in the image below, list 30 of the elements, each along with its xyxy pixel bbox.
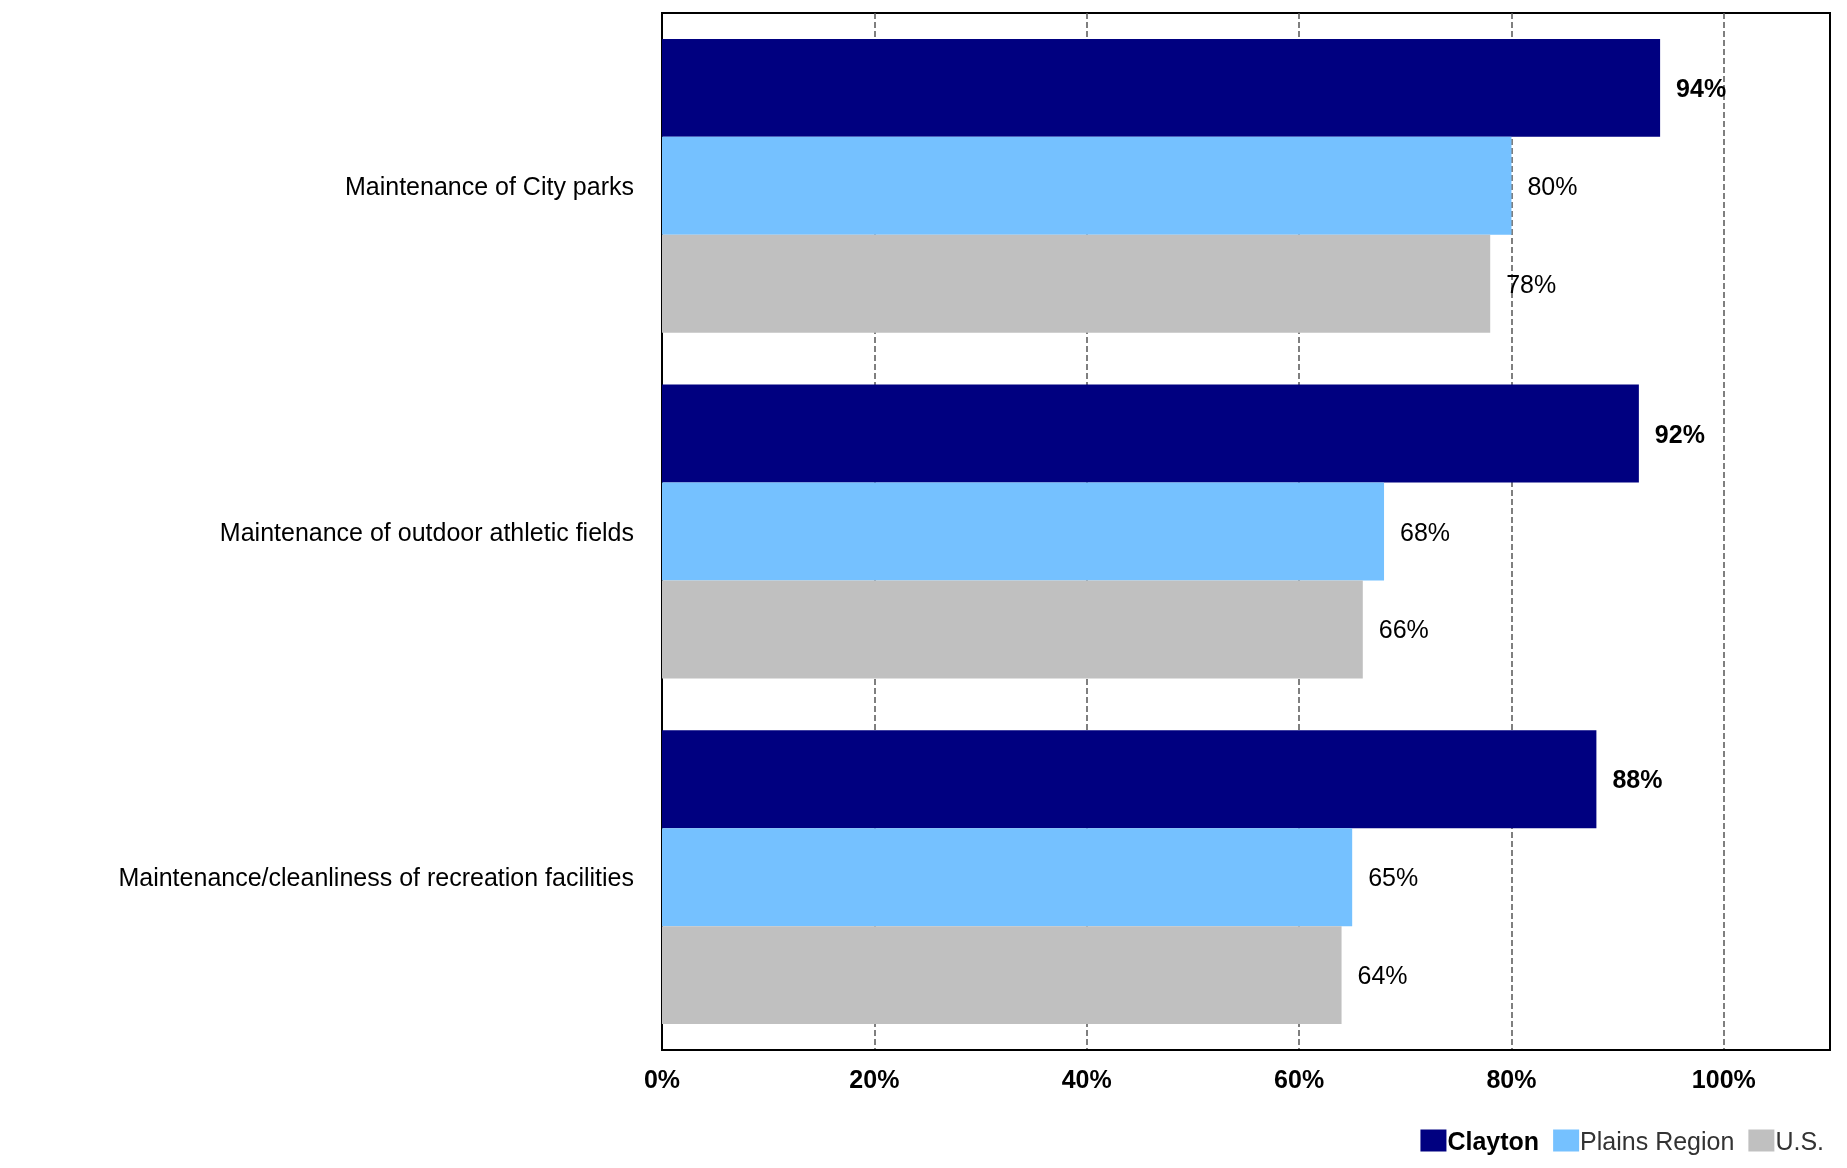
data-label: 88% bbox=[1612, 765, 1663, 794]
x-tick-label: 0% bbox=[643, 1064, 681, 1093]
bar bbox=[662, 136, 1512, 235]
bar bbox=[662, 730, 1597, 829]
bar bbox=[662, 926, 1342, 1025]
x-tick-label: 100% bbox=[1691, 1064, 1756, 1093]
data-label: 64% bbox=[1357, 961, 1408, 990]
bar bbox=[662, 384, 1639, 483]
data-label: 68% bbox=[1400, 517, 1451, 546]
y-tick-label: Maintenance of City parks bbox=[344, 171, 634, 200]
bar bbox=[662, 828, 1353, 927]
bar bbox=[662, 482, 1385, 581]
data-label: 66% bbox=[1378, 615, 1429, 644]
x-tick-label: 80% bbox=[1486, 1064, 1537, 1093]
legend-label: Clayton bbox=[1447, 1126, 1540, 1155]
data-label: 94% bbox=[1676, 73, 1727, 102]
legend-label: Plains Region bbox=[1580, 1126, 1735, 1155]
bar bbox=[662, 580, 1363, 679]
x-tick-label: 20% bbox=[849, 1064, 900, 1093]
data-label: 80% bbox=[1527, 171, 1578, 200]
legend-label: U.S. bbox=[1775, 1126, 1824, 1155]
bar bbox=[662, 38, 1661, 137]
y-tick-label: Maintenance of outdoor athletic fields bbox=[219, 517, 634, 546]
y-tick-label: Maintenance/cleanliness of recreation facilities bbox=[118, 863, 634, 892]
x-tick-label: 40% bbox=[1061, 1064, 1112, 1093]
bar bbox=[662, 234, 1491, 333]
x-tick-label: 60% bbox=[1274, 1064, 1325, 1093]
data-label: 65% bbox=[1368, 863, 1419, 892]
data-label: 78% bbox=[1506, 269, 1557, 298]
data-label: 92% bbox=[1654, 419, 1705, 448]
